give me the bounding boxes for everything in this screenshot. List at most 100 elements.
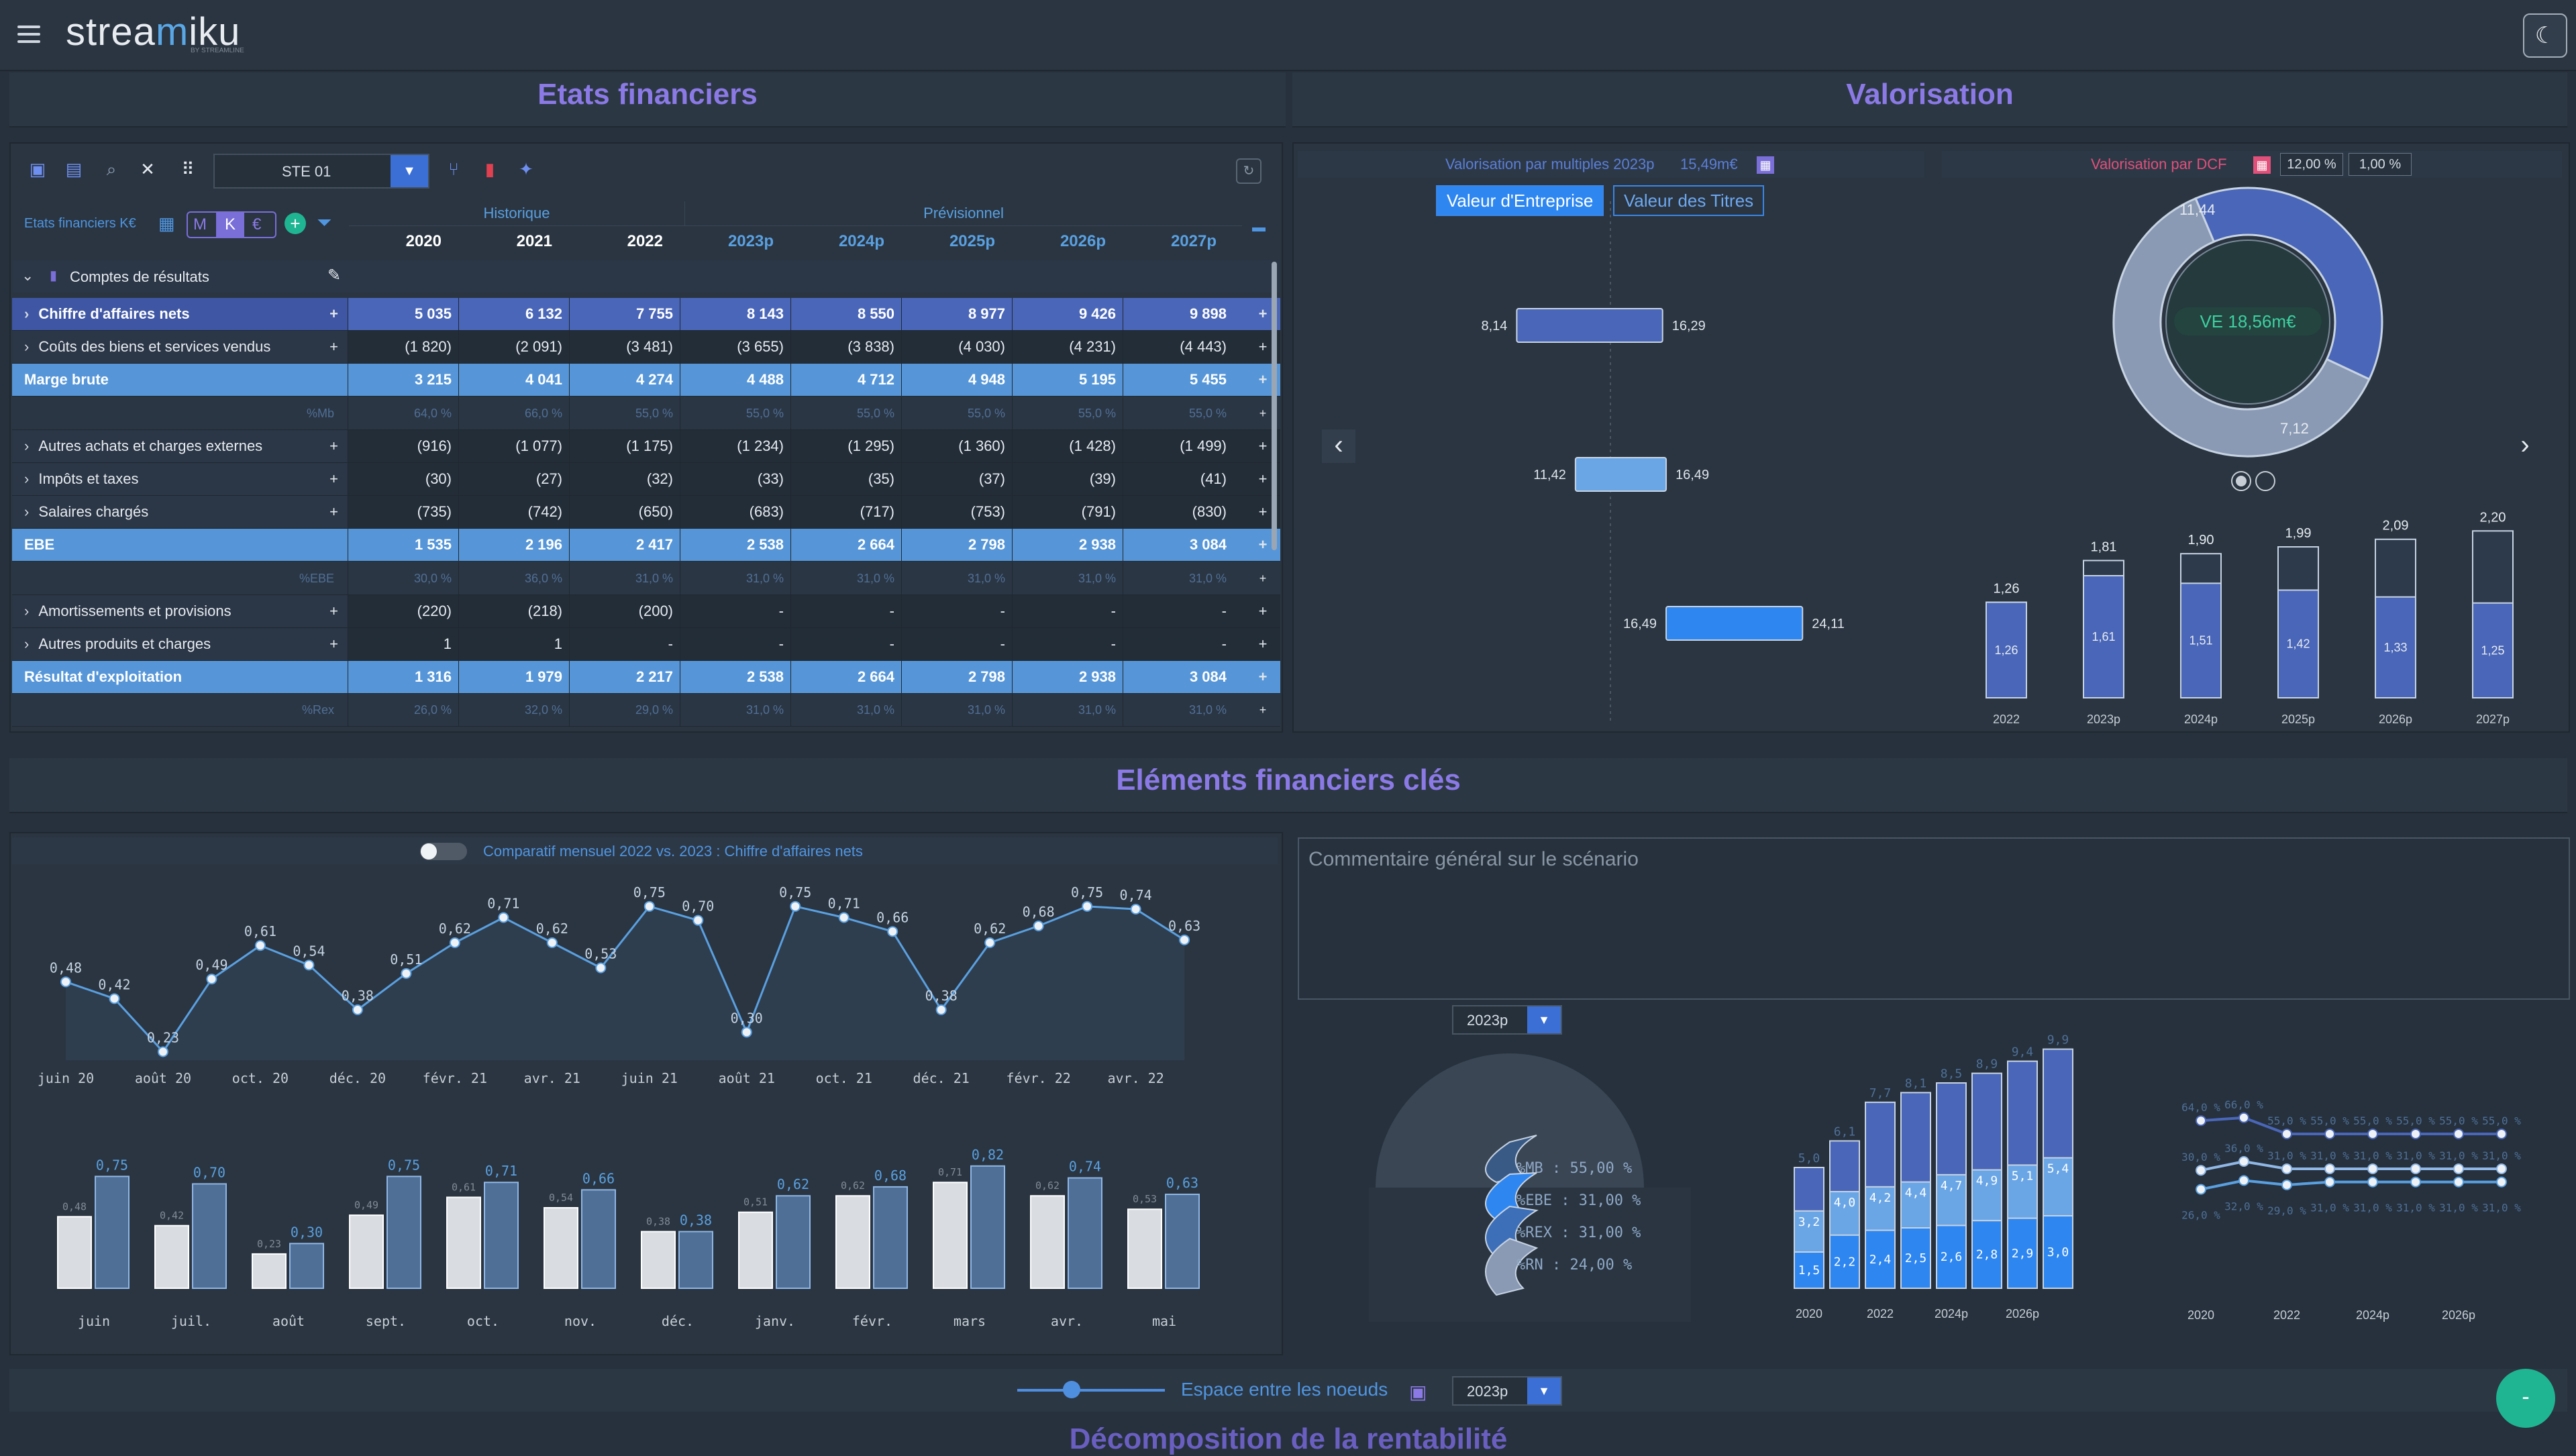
ratio-point[interactable]	[2238, 1175, 2249, 1186]
month-bar[interactable]	[544, 1207, 578, 1289]
table-row[interactable]: › Salaires chargés + (735) (742) (650) (683) (7…	[12, 496, 1280, 529]
table-row[interactable]: %Mb 64,0 % 66,0 % 55,0 % 55,0 % 55,0 % 55,0 % 5…	[12, 397, 1280, 430]
trash-icon[interactable]: ▮	[484, 159, 495, 179]
line-point[interactable]	[157, 1046, 168, 1057]
ratio-point[interactable]	[2324, 1129, 2335, 1139]
add-row-icon[interactable]: +	[329, 602, 338, 619]
chevron-right-icon[interactable]: ›	[24, 437, 30, 454]
line-point[interactable]	[60, 976, 71, 988]
sparkle-icon[interactable]: ✦	[519, 159, 533, 179]
export-icon[interactable]: ▤	[65, 159, 83, 179]
add-column-icon[interactable]: +	[1258, 503, 1268, 521]
pnl-bar-low[interactable]	[1900, 1227, 1931, 1289]
ratio-point[interactable]	[2453, 1163, 2464, 1174]
carousel-dot[interactable]	[2255, 471, 2275, 491]
table-row[interactable]: › Coûts des biens et services vendus + (1 8…	[12, 331, 1280, 364]
chat-fab[interactable]: -	[2496, 1369, 2555, 1428]
chevron-down-icon[interactable]: ⌄	[21, 267, 34, 284]
add-row-icon[interactable]: +	[329, 305, 338, 322]
branch-icon[interactable]: ⑂	[448, 159, 459, 179]
add-column-icon[interactable]: +	[1258, 536, 1268, 554]
add-column-icon[interactable]: +	[1258, 635, 1268, 652]
month-bar[interactable]	[192, 1183, 227, 1289]
pnl-bar-low[interactable]	[1865, 1229, 1896, 1290]
tab-valeur-titres[interactable]: Valeur des Titres	[1613, 185, 1765, 216]
month-bar[interactable]	[641, 1231, 676, 1289]
add-column-icon[interactable]: +	[1258, 371, 1268, 388]
line-point[interactable]	[546, 937, 558, 948]
chevron-right-icon[interactable]: ›	[24, 470, 30, 487]
month-bar[interactable]	[484, 1182, 519, 1289]
ratio-point[interactable]	[2367, 1163, 2378, 1174]
carousel-dot-active[interactable]	[2231, 471, 2251, 491]
grid-icon[interactable]: ⠿	[181, 159, 195, 179]
add-row-icon[interactable]: +	[329, 635, 338, 652]
arc-segment[interactable]	[1485, 1237, 1539, 1296]
tools-icon[interactable]: ✕	[140, 159, 155, 179]
month-bar[interactable]	[873, 1186, 908, 1289]
chevron-right-icon[interactable]: ›	[24, 503, 30, 521]
bottom-year-select[interactable]: 2023p ▼	[1452, 1376, 1562, 1406]
table-row[interactable]: Marge brute 3 215 4 041 4 274 4 488 4 712 4 94…	[12, 364, 1280, 397]
month-bar[interactable]	[95, 1176, 130, 1290]
line-point[interactable]	[1130, 904, 1141, 915]
add-column-icon[interactable]: +	[1258, 437, 1268, 454]
month-bar[interactable]	[252, 1253, 287, 1289]
calculator-icon[interactable]: ▦	[1757, 156, 1774, 174]
line-point[interactable]	[254, 940, 266, 951]
donut-slice[interactable]	[2194, 187, 2383, 381]
ratio-point[interactable]	[2281, 1180, 2292, 1190]
ratio-point[interactable]	[2367, 1129, 2378, 1139]
unit-m[interactable]: M	[193, 215, 207, 233]
ratio-point[interactable]	[2453, 1129, 2464, 1139]
add-column-icon[interactable]: +	[1259, 703, 1267, 717]
table-row[interactable]: › Chiffre d'affaires nets +5 035 6 132 7 755…	[12, 298, 1280, 331]
month-bar[interactable]	[446, 1196, 481, 1289]
ratio-point[interactable]	[2238, 1156, 2249, 1167]
ratio-point[interactable]	[2196, 1184, 2206, 1195]
add-column-icon[interactable]: +	[1258, 338, 1268, 356]
line-point[interactable]	[401, 968, 412, 979]
month-bar[interactable]	[349, 1214, 384, 1289]
table-row[interactable]: › Autres achats et charges externes + (916)…	[12, 429, 1280, 463]
month-bar[interactable]	[678, 1231, 713, 1289]
spacing-slider[interactable]	[1017, 1389, 1165, 1392]
line-point[interactable]	[790, 900, 801, 912]
unit-euro[interactable]: €	[252, 215, 262, 233]
month-bar[interactable]	[738, 1211, 773, 1289]
menu-icon[interactable]	[17, 25, 40, 44]
unit-k[interactable]: K	[216, 213, 244, 237]
pnl-bar-low[interactable]	[1829, 1234, 1860, 1289]
add-column-icon[interactable]: +	[1258, 305, 1268, 322]
edit-icon[interactable]: ✎	[327, 266, 342, 284]
add-column-icon[interactable]: +	[1258, 602, 1268, 619]
key-year-select[interactable]: 2023p ▼	[1452, 1005, 1562, 1035]
month-bar[interactable]	[1030, 1195, 1065, 1289]
ratio-point[interactable]	[2324, 1176, 2335, 1188]
chevron-right-icon[interactable]: ›	[24, 635, 30, 652]
month-bar[interactable]	[1127, 1208, 1162, 1289]
line-point[interactable]	[498, 912, 509, 923]
ratio-point[interactable]	[2496, 1129, 2507, 1139]
line-point[interactable]	[692, 915, 704, 926]
line-point[interactable]	[643, 900, 655, 912]
month-bar[interactable]	[154, 1225, 189, 1290]
table-row[interactable]: › Impôts et taxes + (30) (27) (32) (33) (35) (37…	[12, 463, 1280, 496]
line-point[interactable]	[838, 912, 849, 923]
month-bar[interactable]	[581, 1189, 616, 1290]
month-bar[interactable]	[970, 1165, 1005, 1290]
search-icon[interactable]: ⌕	[106, 159, 117, 179]
calendar-icon[interactable]: ▦	[158, 213, 175, 233]
refresh-icon[interactable]: ↻	[1236, 158, 1261, 184]
pnl-bar-low[interactable]	[2043, 1215, 2073, 1289]
ratio-point[interactable]	[2324, 1163, 2335, 1174]
table-row[interactable]: › Amortissements et provisions + (220) (218)…	[12, 594, 1280, 628]
collapse-icon[interactable]: ▬	[1252, 220, 1266, 235]
line-point[interactable]	[303, 959, 315, 971]
comment-textarea[interactable]: Commentaire général sur le scénario	[1298, 837, 2570, 1000]
line-point[interactable]	[1082, 900, 1093, 912]
chevron-right-icon[interactable]: ›	[24, 338, 30, 356]
table-row[interactable]: EBE 1 535 2 196 2 417 2 538 2 664 2 798 2 938 3 …	[12, 529, 1280, 562]
chevron-down-icon[interactable]: ▼	[1527, 1006, 1561, 1033]
tab-valeur-entreprise[interactable]: Valeur d'Entreprise	[1436, 185, 1604, 216]
